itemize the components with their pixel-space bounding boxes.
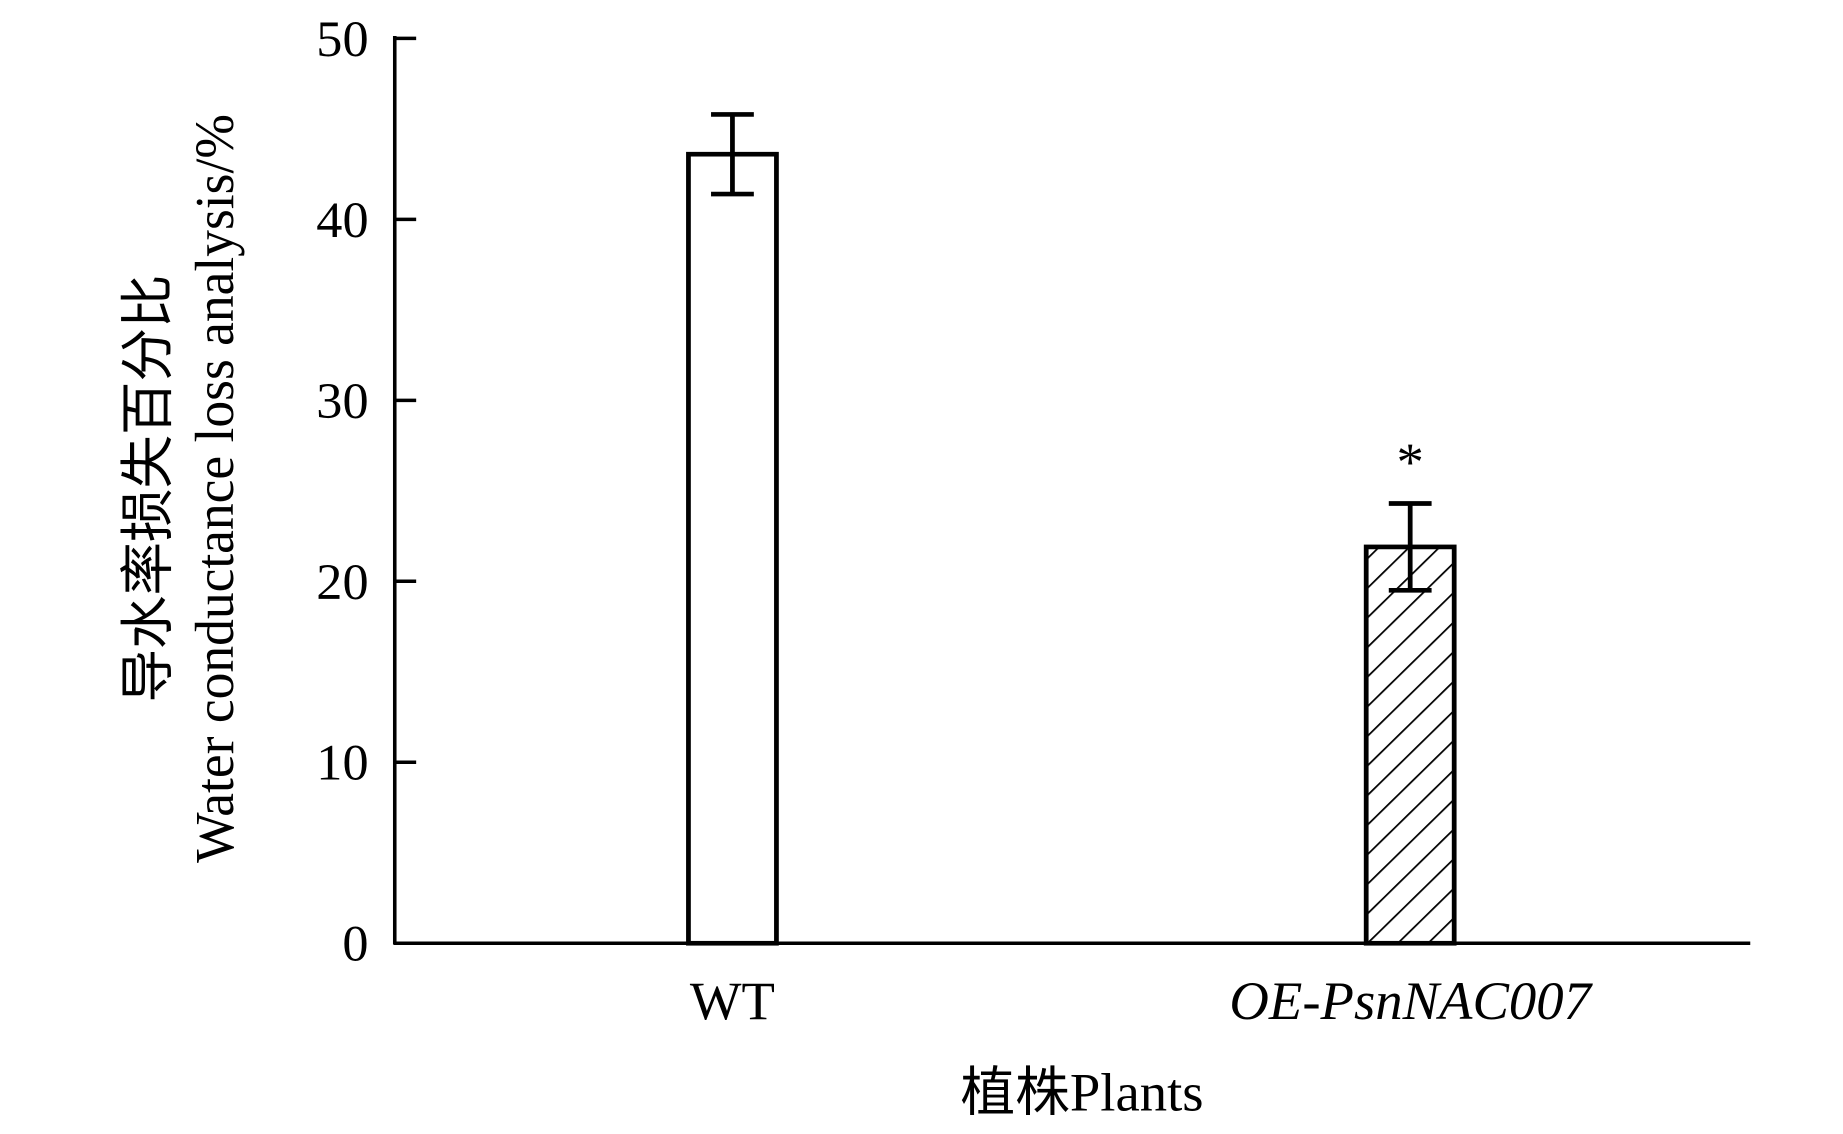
x-tick-label: OE-PsnNAC007 bbox=[1229, 971, 1593, 1030]
y-tick-label: 20 bbox=[316, 554, 368, 610]
y-axis-label-cn: 导水率损失百分比 bbox=[118, 275, 179, 703]
x-tick-label: WT bbox=[690, 971, 775, 1030]
y-tick-label: 30 bbox=[316, 373, 368, 429]
y-tick-label: 10 bbox=[316, 735, 368, 791]
y-tick-label: 50 bbox=[316, 11, 368, 67]
y-tick-label: 40 bbox=[316, 192, 368, 248]
y-axis-label-en: Water conductance loss analysis/% bbox=[185, 114, 246, 863]
x-axis-label: 植株Plants bbox=[960, 1063, 1203, 1122]
y-tick-label: 0 bbox=[342, 916, 368, 972]
bar-OE-PsnNAC007 bbox=[1363, 544, 1457, 946]
bar-WT bbox=[686, 151, 779, 946]
significance-marker: * bbox=[1397, 433, 1424, 492]
